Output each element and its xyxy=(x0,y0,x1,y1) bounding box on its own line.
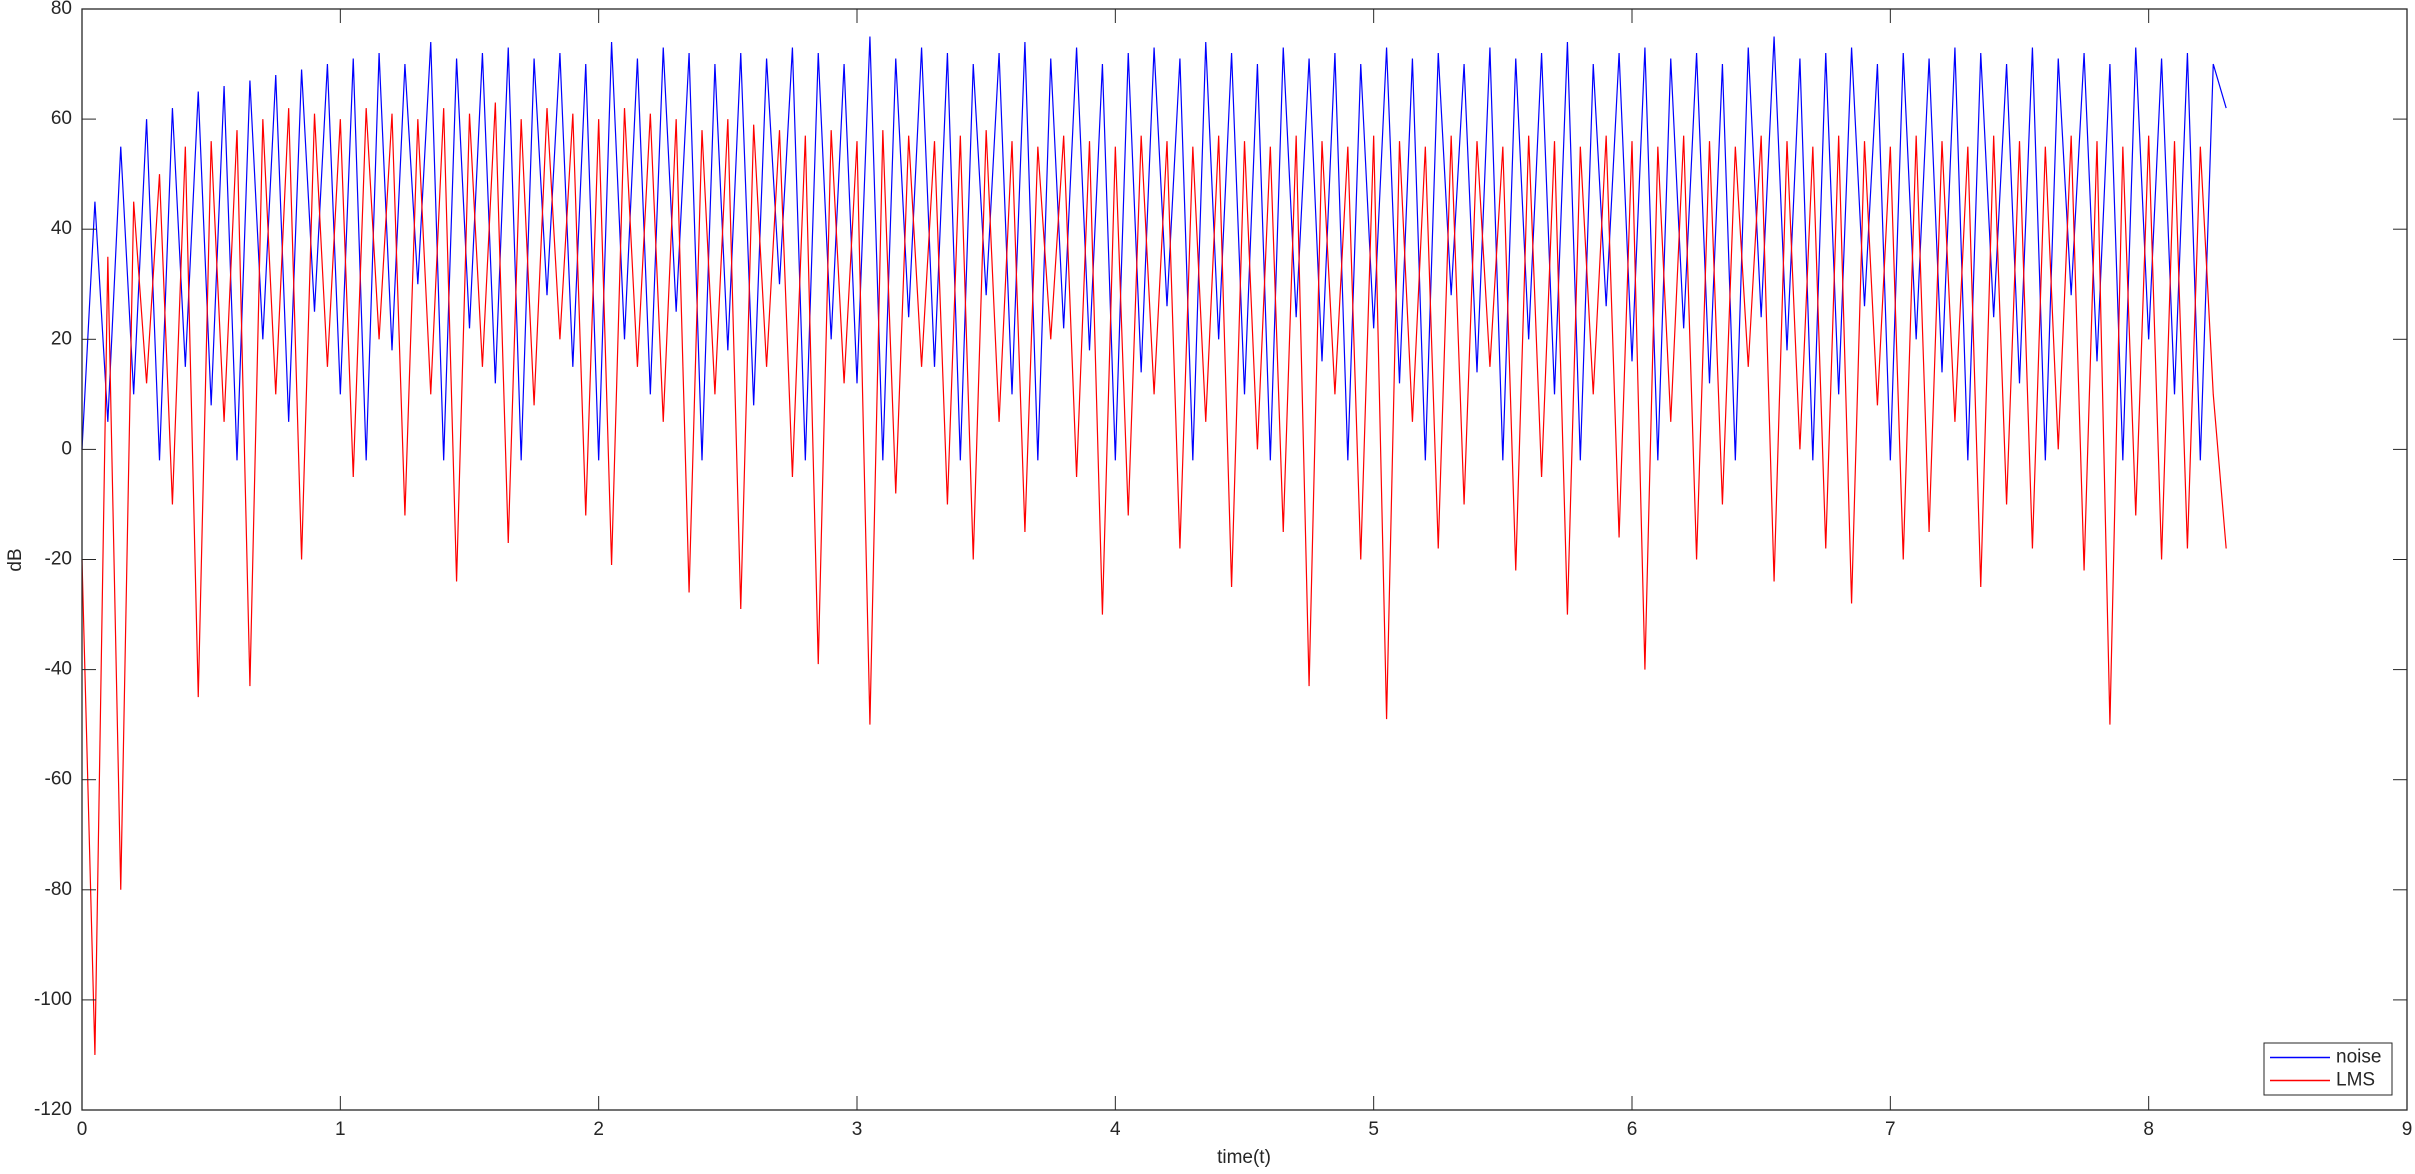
x-tick-label: 0 xyxy=(77,1119,88,1140)
x-tick-label: 6 xyxy=(1627,1119,1638,1140)
x-tick-label: 9 xyxy=(2402,1119,2413,1140)
y-tick-label: -20 xyxy=(45,549,72,570)
y-tick-label: -40 xyxy=(45,659,72,680)
x-tick-label: 1 xyxy=(335,1119,346,1140)
x-axis-label: time(t) xyxy=(1217,1147,1271,1168)
y-axis-label: dB xyxy=(5,548,26,571)
y-tick-label: 80 xyxy=(51,0,72,19)
series-line xyxy=(81,102,2227,1055)
y-tick-label: 0 xyxy=(61,438,72,459)
x-tick-label: 3 xyxy=(852,1119,863,1140)
x-tick-label: 4 xyxy=(1110,1119,1121,1140)
y-tick-label: -80 xyxy=(45,879,72,900)
x-tick-label: 5 xyxy=(1368,1119,1379,1140)
y-tick-label: -60 xyxy=(45,769,72,790)
x-tick-label: 7 xyxy=(1885,1119,1896,1140)
legend-box xyxy=(2263,1042,2393,1096)
y-tick-label: 20 xyxy=(51,328,72,349)
legend-label: noise xyxy=(2336,1047,2381,1068)
x-tick-label: 2 xyxy=(593,1119,604,1140)
y-tick-label: -120 xyxy=(34,1099,72,1120)
y-tick-label: 40 xyxy=(51,218,72,239)
legend-label: LMS xyxy=(2336,1070,2375,1091)
x-tick-label: 8 xyxy=(2143,1119,2154,1140)
y-tick-label: 60 xyxy=(51,108,72,129)
y-tick-label: -100 xyxy=(34,989,72,1010)
plot-area xyxy=(82,9,2407,1110)
